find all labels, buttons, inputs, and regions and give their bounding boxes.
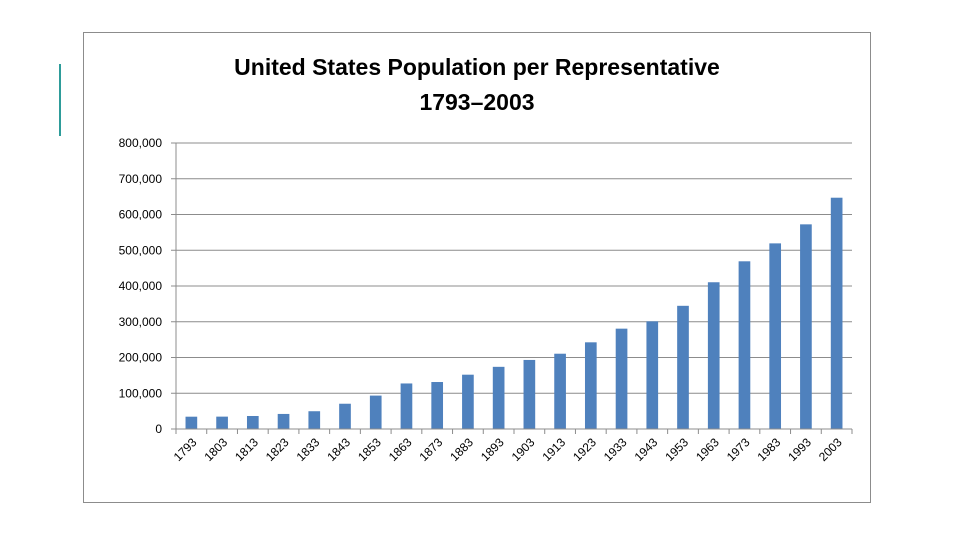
bar bbox=[308, 411, 321, 429]
x-tick-label: 1973 bbox=[724, 435, 753, 464]
chart-frame: United States Population per Representat… bbox=[83, 32, 871, 503]
y-tick-label: 200,000 bbox=[119, 351, 163, 365]
bar bbox=[400, 383, 413, 429]
y-tick-label: 0 bbox=[155, 422, 162, 436]
bars bbox=[185, 197, 843, 429]
x-tick-label: 1953 bbox=[662, 435, 691, 464]
x-tick-label: 1983 bbox=[755, 435, 784, 464]
bar bbox=[492, 366, 505, 429]
x-axis-ticks: 1793 1803 1813 1823 1833 1843 1853 1863 1873 1883… bbox=[171, 429, 853, 464]
x-tick-label: 1863 bbox=[386, 435, 415, 464]
chart-subtitle: 1793–2003 bbox=[419, 89, 534, 115]
y-tick-label: 800,000 bbox=[119, 136, 163, 150]
bar bbox=[523, 359, 536, 429]
chart-title: United States Population per Representat… bbox=[234, 54, 720, 80]
x-tick-label: 2003 bbox=[816, 435, 845, 464]
bar bbox=[800, 224, 812, 429]
x-tick-label: 1933 bbox=[601, 435, 630, 464]
x-tick-label: 1823 bbox=[263, 435, 292, 464]
x-tick-label: 1893 bbox=[478, 435, 507, 464]
bar bbox=[584, 342, 597, 429]
x-tick-label: 1793 bbox=[171, 435, 200, 464]
y-tick-label: 400,000 bbox=[119, 279, 163, 293]
bar bbox=[246, 415, 259, 429]
bar-chart: United States Population per Representat… bbox=[119, 54, 853, 464]
x-tick-label: 1833 bbox=[294, 435, 323, 464]
x-tick-label: 1963 bbox=[693, 435, 722, 464]
bar bbox=[646, 321, 659, 429]
y-tick-label: 700,000 bbox=[119, 172, 163, 186]
y-tick-label: 300,000 bbox=[119, 315, 163, 329]
bar bbox=[677, 305, 689, 429]
y-axis-ticks: 0 100,000 200,000 300,000 400,000 500,000 600,… bbox=[119, 136, 176, 436]
bar bbox=[277, 413, 290, 429]
x-tick-label: 1853 bbox=[355, 435, 384, 464]
bar bbox=[830, 197, 843, 429]
x-tick-label: 1903 bbox=[509, 435, 538, 464]
y-tick-label: 500,000 bbox=[119, 243, 163, 257]
bar bbox=[369, 395, 382, 429]
grid-lines bbox=[176, 142, 852, 394]
bar bbox=[615, 328, 628, 429]
x-tick-label: 1943 bbox=[632, 435, 661, 464]
bar bbox=[216, 416, 228, 429]
bar bbox=[431, 382, 444, 429]
x-tick-label: 1803 bbox=[201, 435, 230, 464]
bar bbox=[185, 416, 198, 429]
bar bbox=[462, 374, 474, 429]
x-tick-label: 1993 bbox=[785, 435, 814, 464]
bar bbox=[707, 282, 720, 429]
x-tick-label: 1883 bbox=[447, 435, 476, 464]
x-tick-label: 1913 bbox=[539, 435, 568, 464]
y-tick-label: 100,000 bbox=[119, 386, 163, 400]
y-tick-label: 600,000 bbox=[119, 208, 163, 222]
bar bbox=[769, 243, 782, 429]
bar bbox=[554, 353, 566, 429]
x-tick-label: 1873 bbox=[417, 435, 446, 464]
x-tick-label: 1843 bbox=[324, 435, 353, 464]
accent-line bbox=[59, 64, 61, 136]
bar bbox=[738, 261, 751, 429]
bar bbox=[339, 403, 351, 429]
x-tick-label: 1923 bbox=[570, 435, 599, 464]
x-tick-label: 1813 bbox=[232, 435, 261, 464]
